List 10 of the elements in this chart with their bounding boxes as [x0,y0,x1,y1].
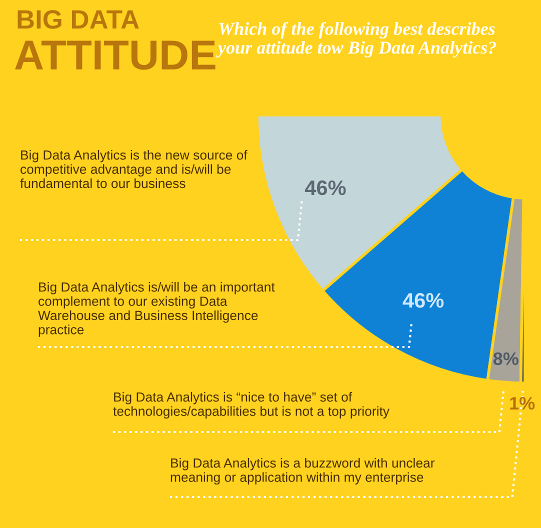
slice-label: Big Data Analytics is/will be an important complement to our existing Data Warehouse and Business Intelligence practice [38,282,275,337]
data-label: 8% [493,352,518,366]
slice-label: Big Data Analytics is a buzzword with unclear meaning or application within my enterprise [170,458,435,485]
data-label: 46% [402,293,444,308]
chart-subtitle: Which of the following best describes your attitude tow Big Data Analytics? [216,22,496,58]
slice-label: Big Data Analytics is “nice to have” set of technologies/capabilities but is not a top priority [113,392,390,419]
slice-label: Big Data Analytics is the new source of competitive advantage and is/will be fundamental to our business [20,150,248,188]
data-label: 46% [304,180,346,196]
data-label: 1% [510,396,535,410]
chart-title: BIG DATA ATTITUDE [15,10,216,70]
